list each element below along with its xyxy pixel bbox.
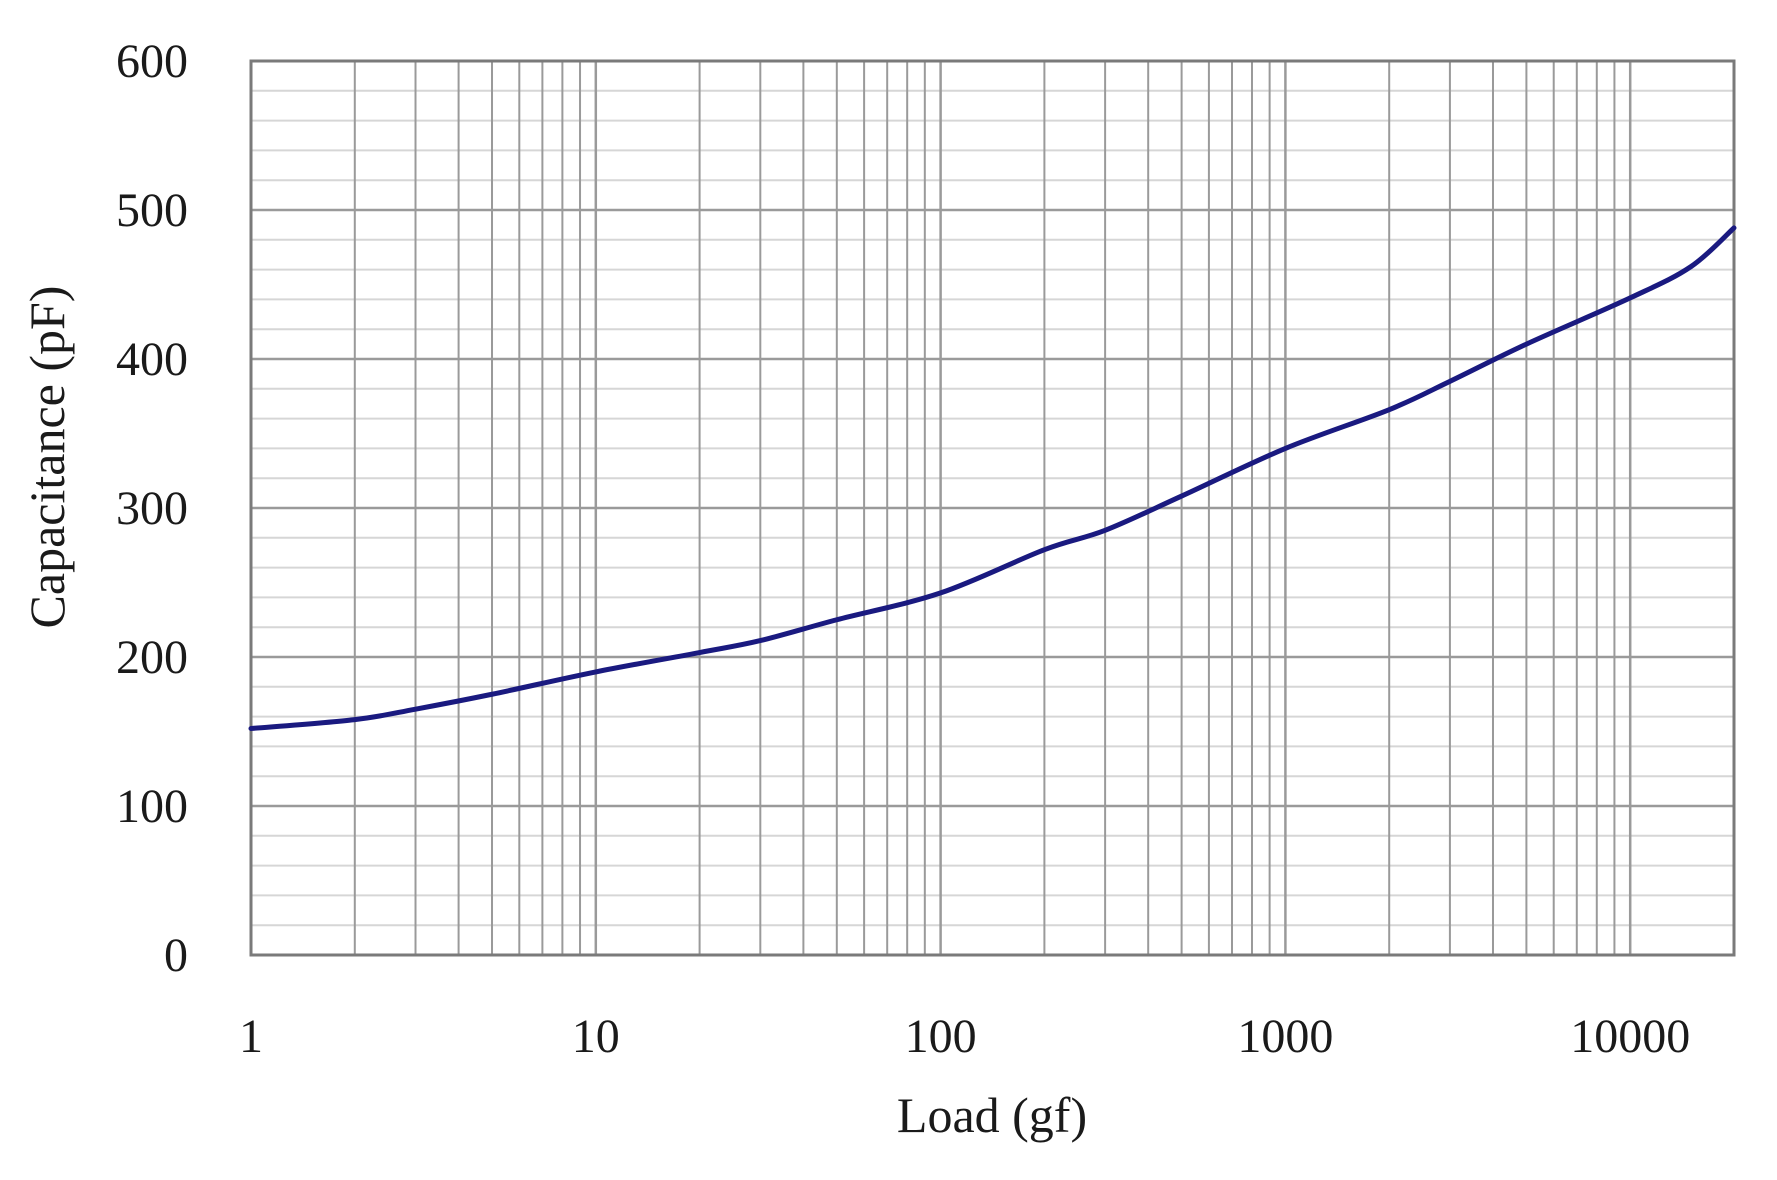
minor-horizontal-gridlines bbox=[251, 89, 1734, 927]
y-tick-label: 600 bbox=[116, 35, 188, 88]
y-tick-label: 0 bbox=[164, 929, 188, 982]
x-tick-label: 100 bbox=[905, 1010, 977, 1063]
x-tick-label: 10000 bbox=[1570, 1010, 1690, 1063]
y-axis-title: Capacitance (pF) bbox=[19, 286, 75, 629]
y-tick-label: 300 bbox=[116, 482, 188, 535]
x-axis-title: Load (gf) bbox=[897, 1087, 1087, 1143]
capacitance-line bbox=[248, 225, 1737, 732]
x-tick-label: 10 bbox=[572, 1010, 620, 1063]
plot-frame bbox=[249, 59, 1736, 957]
x-tick-label: 1000 bbox=[1237, 1010, 1333, 1063]
y-tick-label: 400 bbox=[116, 333, 188, 386]
x-tick-label: 1 bbox=[239, 1010, 263, 1063]
major-gridlines bbox=[251, 59, 1734, 957]
y-tick-label: 100 bbox=[116, 780, 188, 833]
y-tick-label: 500 bbox=[116, 184, 188, 237]
x-axis-tick-labels: 1 10 100 1000 10000 bbox=[239, 1010, 1690, 1063]
y-axis-tick-labels: 0 100 200 300 400 500 600 bbox=[116, 35, 188, 982]
y-tick-label: 200 bbox=[116, 631, 188, 684]
